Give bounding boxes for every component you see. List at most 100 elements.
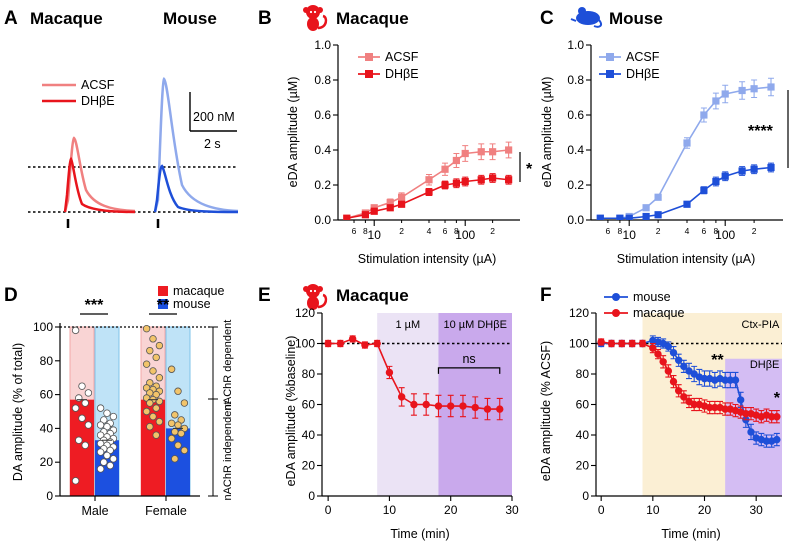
panel-b-xtick-major-label: 10 (368, 228, 382, 242)
panel-e-point-0 (471, 403, 479, 412)
panel-f-point-1 (767, 413, 776, 421)
panel-f-point-1 (649, 344, 657, 352)
panel-b-point-1 (489, 174, 497, 182)
panel-b-xtick-minor-label: 8 (454, 226, 459, 236)
legend-macaque-label-f: macaque (633, 306, 684, 320)
panel-d-point (142, 360, 151, 368)
panel-d-point (81, 399, 89, 407)
panel-f-point-0 (700, 374, 709, 383)
panel-f-significance-1: ** (711, 352, 724, 369)
panel-e-shade-label-2: 10 µM DHβE (444, 319, 507, 331)
panel-d-point (84, 421, 93, 429)
panel-c-xtick-minor-label: 4 (685, 226, 690, 236)
panel-d-point (109, 412, 118, 421)
panel-f-point-0 (674, 356, 683, 364)
panel-c-ytick-label: 0.2 (567, 178, 584, 192)
panel-b-xtick-minor-label: 6 (352, 226, 357, 236)
panel-f-ytick-label: 100 (569, 337, 589, 351)
panel-c-point-0 (712, 97, 720, 105)
panel-a-title-mouse: Mouse (163, 9, 217, 28)
panel-d-point (174, 421, 182, 429)
panel-d-point (146, 399, 154, 407)
panel-e-point-0 (348, 335, 357, 343)
panel-b-point-0 (477, 148, 485, 156)
panel-c-title: Mouse (609, 9, 663, 28)
panel-f-xtick-label: 10 (646, 503, 660, 517)
panel-b-xtick-minor-label: 6 (443, 226, 448, 236)
panel-f-point-1 (669, 377, 678, 386)
panel-f-point-0 (680, 362, 688, 371)
panel-e-point-0 (496, 405, 504, 413)
panel-b-xtick-minor-label: 2 (399, 226, 404, 236)
panel-c-point-0 (767, 83, 775, 91)
panel-d-point (106, 461, 114, 470)
panel-d-point (71, 404, 80, 412)
legend-macaque-marker-f (612, 309, 620, 317)
panel-e-ytick-label: 20 (302, 459, 316, 473)
panel-f-ytick-label: 0 (582, 489, 589, 503)
panel-c-point-0 (721, 90, 729, 98)
panel-label-b: B (258, 8, 272, 29)
panel-d-ytick-label: 0 (46, 489, 53, 503)
panel-b-point-0 (461, 149, 469, 158)
panel-e-ytick-label: 60 (302, 398, 316, 412)
panel-d-point (167, 419, 176, 428)
panel-d-point (149, 335, 157, 343)
panel-d-point (152, 404, 160, 412)
legend-mouse-label-f: mouse (633, 290, 671, 304)
panel-d-point (103, 409, 111, 417)
panel-c-xlabel: Stimulation intensity (µA) (617, 252, 756, 266)
panel-b-point-1 (441, 181, 449, 189)
panel-e-ytick-label: 80 (302, 367, 316, 381)
panel-f-point-1 (618, 339, 626, 348)
monkey-icon-e (303, 284, 328, 310)
panel-d-point (174, 387, 182, 395)
legend-acsf-label-a: ACSF (81, 78, 115, 92)
panel-c-point-1 (712, 177, 720, 186)
panel-d-range-brackets (208, 326, 218, 497)
panel-e-point-0 (324, 339, 332, 348)
panel-e-point-0 (336, 339, 345, 348)
panel-f-point-1 (690, 400, 698, 409)
panel-c-xtick-minor-label: 6 (606, 226, 611, 236)
panel-f-shade-label-ctx: Ctx-PIA (742, 319, 781, 331)
panel-f-point-0 (747, 428, 755, 436)
panel-d-point (174, 441, 182, 449)
panel-b-point-1 (398, 200, 406, 208)
panel-e-point-0 (361, 341, 369, 349)
panel-c-ytick-label: 0.4 (567, 143, 584, 157)
panel-label-c: C (540, 8, 554, 29)
panel-b-ytick-label: 0.4 (314, 143, 331, 157)
panel-f-ylabel: eDA amplitude (% ACSF) (539, 341, 553, 481)
panel-c-point-1 (767, 163, 775, 172)
panel-d-category-label: Male (81, 504, 108, 518)
panel-d-point (109, 455, 118, 463)
panel-c-point-1 (625, 214, 633, 220)
legend-mouse-swatch-d (158, 299, 168, 309)
scalebar-y-label: 200 nM (193, 110, 235, 124)
panel-b-point-1 (361, 211, 369, 219)
panel-e-significance: ns (462, 352, 475, 366)
panel-d-significance-male: *** (85, 297, 104, 314)
panel-d-point (152, 431, 160, 439)
panel-d-ytick-label: 80 (40, 354, 54, 368)
panel-d-point (171, 455, 179, 463)
panel-c-xtick-major-label: 10 (623, 228, 637, 242)
panel-f-point-1 (607, 339, 616, 348)
panel-f-point-1 (705, 403, 714, 412)
panel-c-point-1 (738, 167, 746, 175)
panel-d-point (96, 421, 105, 429)
panel-b-point-1 (425, 188, 433, 196)
panel-e-sig-bracket (437, 367, 501, 374)
panel-b-title: Macaque (336, 9, 409, 28)
panel-e-point-0 (459, 402, 467, 410)
panel-d-point (84, 389, 93, 397)
panel-b-point-1 (477, 176, 485, 184)
panel-d-point (81, 441, 89, 449)
panel-d-point (155, 417, 164, 426)
panel-c-xtick-minor-label: 2 (656, 226, 661, 236)
panel-b-ylabel: eDA amplitude (µM) (286, 77, 300, 188)
